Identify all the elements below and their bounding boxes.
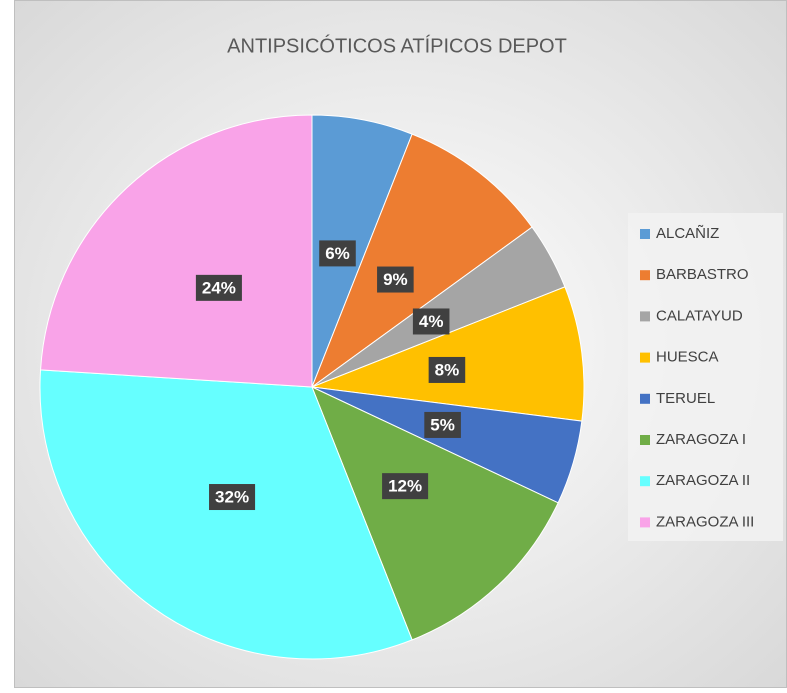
legend-swatch bbox=[640, 517, 650, 528]
pie-slice bbox=[311, 386, 559, 641]
data-label: 24% bbox=[202, 278, 236, 297]
data-label: 5% bbox=[430, 415, 455, 434]
data-label: 6% bbox=[325, 244, 350, 263]
pie-slice bbox=[39, 369, 413, 660]
legend-label: ZARAGOZA II bbox=[656, 472, 750, 489]
legend-label: ZARAGOZA I bbox=[656, 431, 746, 448]
legend-swatch bbox=[640, 352, 650, 363]
data-label: 12% bbox=[388, 477, 422, 496]
pie-slice bbox=[40, 114, 313, 388]
data-label-box bbox=[209, 484, 256, 511]
legend-label: TERUEL bbox=[656, 390, 715, 407]
data-label: 9% bbox=[383, 270, 408, 289]
legend-swatch bbox=[640, 435, 650, 445]
legend-label: ZARAGOZA III bbox=[656, 513, 754, 530]
legend-swatch bbox=[640, 393, 650, 404]
data-label-box bbox=[424, 411, 461, 438]
legend-label: BARBASTRO bbox=[656, 266, 749, 283]
pie-slice bbox=[311, 286, 585, 422]
pie-slice bbox=[310, 133, 533, 389]
data-label: 8% bbox=[435, 360, 460, 379]
data-label: 4% bbox=[419, 312, 444, 331]
data-label-box bbox=[195, 274, 242, 301]
data-label: 32% bbox=[215, 488, 249, 507]
legend-swatch bbox=[640, 270, 650, 281]
legend-label: HUESCA bbox=[656, 349, 719, 366]
data-label-box bbox=[412, 308, 450, 335]
legend-swatch bbox=[640, 229, 650, 239]
legend-box bbox=[628, 213, 783, 541]
legend-swatch bbox=[640, 476, 650, 487]
chart-title: ANTIPSICÓTICOS ATÍPICOS DEPOT bbox=[227, 34, 567, 57]
data-label-box bbox=[382, 473, 429, 500]
data-label-box bbox=[377, 266, 414, 293]
data-label-box bbox=[319, 240, 356, 267]
data-label-box bbox=[428, 356, 466, 383]
legend-label: CALATAYUD bbox=[656, 307, 743, 324]
legend-label: ALCAÑIZ bbox=[656, 225, 719, 242]
legend-swatch bbox=[640, 311, 650, 322]
